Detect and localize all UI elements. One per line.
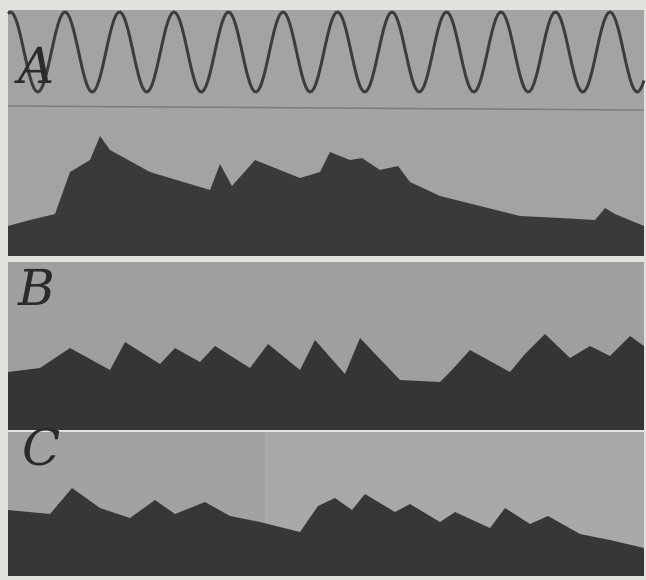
panel-label: B [17, 259, 55, 317]
panel-label: C [22, 419, 60, 477]
panel-label: A [14, 37, 54, 95]
figure: A B C [0, 0, 646, 580]
